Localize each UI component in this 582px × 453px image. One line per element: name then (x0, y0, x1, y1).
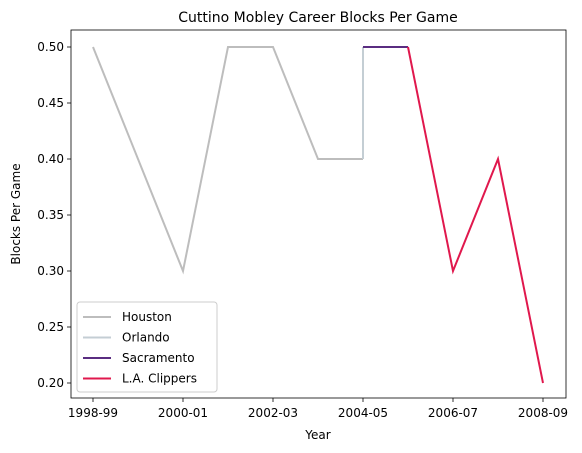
x-axis: 1998-99 2000-01 2002-03 2004-05 2006-07 2008-… (68, 398, 568, 420)
series-line-l-a-clippers (407, 46, 544, 384)
plot-area (70, 29, 567, 399)
y-tick-label: 0.25 (37, 320, 64, 334)
legend-label: Sacramento (122, 351, 195, 365)
y-axis-label: Blocks Per Game (9, 163, 23, 264)
chart-title: Cuttino Mobley Career Blocks Per Game (178, 10, 457, 26)
y-tick-label: 0.40 (37, 152, 64, 166)
y-axis: 0.20 0.25 0.30 0.35 0.40 0.45 0.50 (37, 40, 71, 390)
series-layer (92, 46, 544, 384)
x-tick-label: 2008-09 (518, 406, 568, 420)
x-tick-label: 2006-07 (428, 406, 478, 420)
y-tick-label: 0.20 (37, 376, 64, 390)
x-tick-label: 2002-03 (248, 406, 298, 420)
legend: Houston Orlando Sacramento L.A. Clippers (76, 301, 218, 393)
x-tick-label: 1998-99 (68, 406, 118, 420)
y-tick-label: 0.50 (37, 40, 64, 54)
x-axis-label: Year (304, 428, 330, 442)
x-tick-label: 2004-05 (338, 406, 388, 420)
legend-label: L.A. Clippers (122, 372, 197, 386)
x-tick-label: 2000-01 (158, 406, 208, 420)
legend-label: Orlando (122, 331, 170, 345)
series-line-houston (92, 46, 363, 275)
legend-frame (76, 301, 218, 393)
legend-label: Houston (122, 310, 172, 324)
y-tick-label: 0.45 (37, 96, 64, 110)
y-tick-label: 0.30 (37, 264, 64, 278)
y-tick-label: 0.35 (37, 208, 64, 222)
